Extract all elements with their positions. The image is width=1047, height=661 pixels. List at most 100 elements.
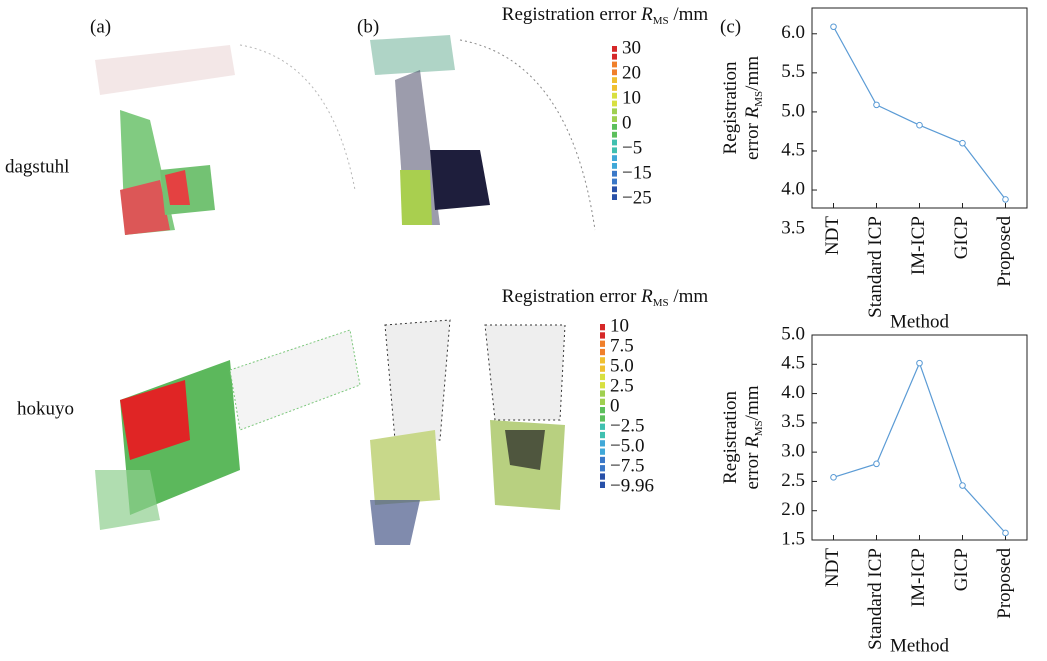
colorbar-swatch	[612, 77, 617, 83]
colorbar-swatch	[600, 449, 605, 455]
title-part: R	[742, 436, 763, 449]
line	[834, 27, 1006, 200]
colorbar-swatch	[600, 341, 605, 347]
colorbar-title: Registration error RMS /mm	[502, 4, 709, 26]
y-tick-label: 5.0	[781, 323, 805, 344]
colorbar-swatch	[612, 124, 617, 130]
colorbar-title: Registration error RMS /mm	[502, 286, 709, 308]
colorbar-swatch	[612, 186, 617, 192]
title-part: /mm	[669, 286, 709, 307]
colorbar-swatch	[612, 147, 617, 153]
cloud-a2	[95, 330, 360, 530]
cloud-a1	[95, 45, 355, 235]
x-tick-label: NDT	[822, 216, 843, 255]
x-tick-label: NDT	[822, 548, 843, 587]
cloud-b1	[370, 35, 595, 230]
row-label: hokuyo	[17, 398, 74, 419]
colorbar-swatch	[612, 163, 617, 169]
y-tick-label: 5.5	[781, 61, 805, 82]
colorbar-label: 2.5	[610, 375, 634, 396]
y-tick-label: 2.0	[781, 499, 805, 520]
colorbar-swatch	[612, 132, 617, 138]
y-axis-label: Registrationerror RMS/mm	[720, 56, 764, 160]
x-tick-label: IM-ICP	[908, 548, 929, 607]
colorbar-label: 7.5	[610, 335, 634, 356]
marker	[831, 24, 837, 30]
colorbar-swatch	[600, 332, 605, 338]
colorbar-swatch	[600, 399, 605, 405]
y-tick-label: 2.5	[781, 470, 805, 491]
y-tick-label: 3.5	[781, 411, 805, 432]
x-tick-label: Standard ICP	[865, 548, 886, 650]
y-tick-label: 4.5	[781, 139, 805, 160]
marker	[1003, 197, 1009, 203]
title-part: Registration error	[502, 286, 641, 307]
x-tick-label: GICP	[951, 216, 972, 259]
x-tick-label: Proposed	[994, 548, 1015, 619]
x-axis-label: Method	[890, 635, 950, 656]
colorbar-swatch	[612, 194, 617, 200]
x-tick-label: Standard ICP	[865, 216, 886, 318]
colorbar-swatch	[600, 415, 605, 421]
title-part: Registration	[720, 61, 741, 154]
y-tick-label: 3.0	[781, 441, 805, 462]
y-axis-label: Registrationerror RMS/mm	[720, 385, 764, 489]
marker	[1003, 530, 1009, 536]
cloud-b2	[370, 320, 565, 545]
colorbar-label: 5.0	[610, 355, 634, 376]
colorbar-swatch	[612, 46, 617, 52]
colorbar-label: −7.5	[610, 455, 644, 476]
marker	[917, 122, 923, 128]
line	[834, 363, 1006, 533]
marker	[960, 140, 966, 146]
title-part: R	[640, 286, 653, 307]
colorbar-swatch	[612, 171, 617, 177]
figure: (a) (b) (c) dagstuhl hokuyo Registration…	[0, 0, 1047, 661]
y-tick-label: 1.5	[781, 528, 805, 549]
colorbar-label: −9.96	[610, 475, 654, 496]
title-part: error	[742, 448, 763, 490]
colorbar-swatch	[600, 457, 605, 463]
panel-label: (c)	[720, 16, 741, 37]
y-tick-label: 4.0	[781, 382, 805, 403]
colorbar-swatch	[612, 108, 617, 114]
y-tick-label: 4.0	[781, 178, 805, 199]
marker	[831, 475, 837, 481]
colorbar-swatch	[600, 382, 605, 388]
title-part: Registration error	[502, 4, 641, 25]
panel-label: (a)	[90, 16, 111, 37]
colorbar-label: −5	[622, 137, 642, 158]
marker	[874, 461, 880, 467]
x-tick-label: IM-ICP	[908, 216, 929, 275]
colorbar-swatch	[600, 324, 605, 330]
title-part: error	[742, 118, 763, 160]
colorbar-swatch	[612, 116, 617, 122]
colorbar-label: 0	[622, 112, 632, 133]
colorbar-label: −2.5	[610, 415, 644, 436]
colorbar-swatch	[612, 101, 617, 107]
colorbar-label: 10	[622, 87, 641, 108]
title-part: MS	[753, 91, 765, 107]
colorbar-label: −25	[622, 187, 652, 208]
marker	[874, 102, 880, 108]
y-tick-label: 6.0	[781, 22, 805, 43]
colorbar-swatch	[600, 432, 605, 438]
title-part: /mm	[742, 56, 763, 91]
colorbar-swatch	[612, 85, 617, 91]
colorbar-swatch	[612, 62, 617, 68]
colorbar-swatch	[600, 366, 605, 372]
colorbar-label: 0	[610, 395, 620, 416]
colorbar-swatch	[612, 93, 617, 99]
colorbar-swatch	[612, 69, 617, 75]
colorbar-swatch	[600, 357, 605, 363]
x-tick-label: Proposed	[994, 216, 1015, 287]
title-part: Registration	[720, 391, 741, 484]
colorbar-swatch	[600, 349, 605, 355]
title-part: MS	[653, 297, 669, 309]
colorbar-swatch	[612, 54, 617, 60]
title-part: MS	[753, 420, 765, 436]
x-tick-label: GICP	[951, 548, 972, 591]
colorbar-swatch	[600, 407, 605, 413]
colorbar-swatch	[600, 473, 605, 479]
colorbar-swatch	[600, 390, 605, 396]
